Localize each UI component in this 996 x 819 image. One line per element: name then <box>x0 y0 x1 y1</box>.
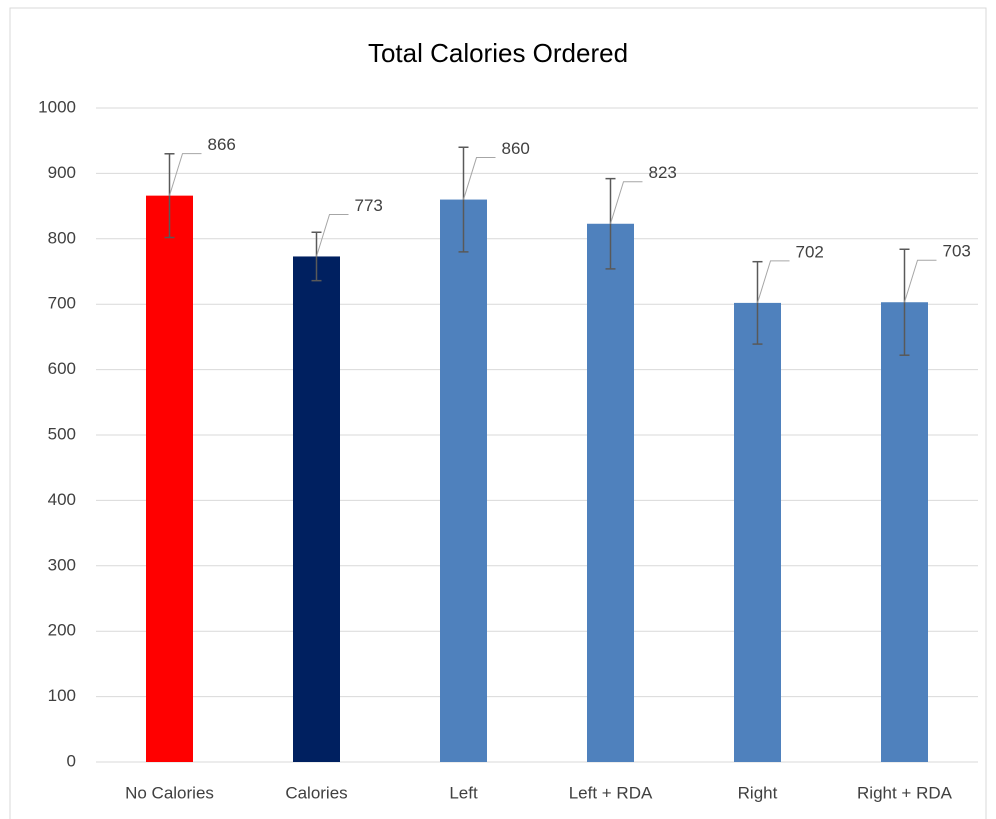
y-tick-label: 900 <box>48 163 76 182</box>
x-tick-label: Right + RDA <box>857 783 953 802</box>
x-tick-label: Calories <box>285 783 347 802</box>
leader-line <box>904 259 937 303</box>
y-tick-label: 100 <box>48 686 76 705</box>
x-tick-label: Left + RDA <box>569 783 653 802</box>
x-tick-label: No Calories <box>125 783 214 802</box>
y-tick-label: 200 <box>48 621 76 640</box>
bar <box>881 302 928 762</box>
data-label: 866 <box>208 135 236 154</box>
leader-line <box>610 181 643 224</box>
data-label: 823 <box>649 163 677 182</box>
bar <box>734 302 781 762</box>
bar <box>293 256 340 762</box>
y-tick-label: 400 <box>48 490 76 509</box>
leader-line <box>757 260 790 304</box>
y-tick-label: 600 <box>48 359 76 378</box>
y-tick-label: 1000 <box>38 97 76 116</box>
data-label: 702 <box>796 242 824 261</box>
leader-line <box>316 213 349 257</box>
chart-title: Total Calories Ordered <box>368 38 628 68</box>
leader-line <box>463 157 496 200</box>
y-tick-label: 300 <box>48 555 76 574</box>
bar <box>587 223 634 762</box>
x-tick-label: Left <box>449 783 478 802</box>
data-label: 860 <box>502 139 530 158</box>
y-tick-label: 500 <box>48 424 76 443</box>
y-tick-label: 700 <box>48 294 76 313</box>
y-tick-label: 0 <box>67 751 76 770</box>
y-tick-label: 800 <box>48 228 76 247</box>
bar <box>146 195 193 763</box>
data-label: 773 <box>355 196 383 215</box>
data-label: 703 <box>943 242 971 261</box>
bar <box>440 199 487 762</box>
x-tick-label: Right <box>738 783 778 802</box>
leader-line <box>169 153 202 196</box>
